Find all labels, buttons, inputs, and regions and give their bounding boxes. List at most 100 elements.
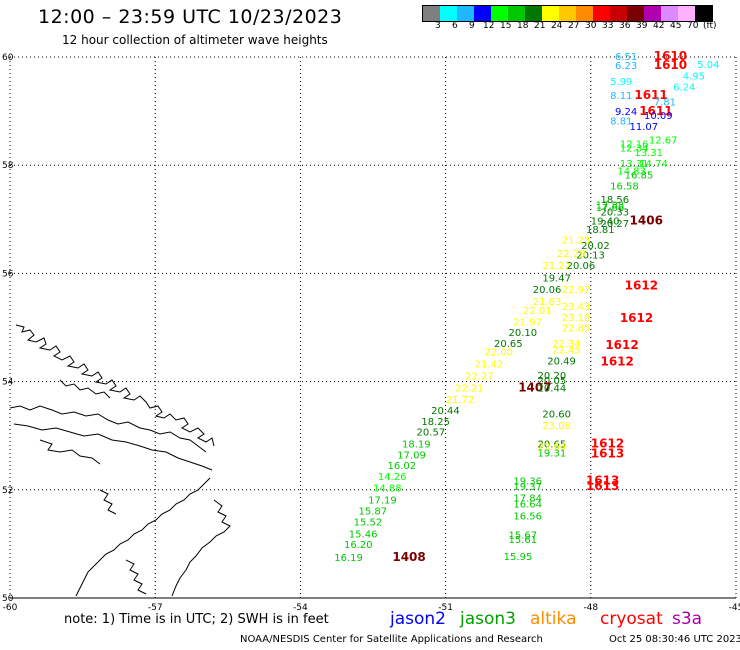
wave-height-label: 20.13 xyxy=(576,250,605,261)
wave-height-label: 4.95 xyxy=(683,72,705,83)
color-scale-label: 27 xyxy=(568,21,580,31)
wave-height-label: 20.57 xyxy=(417,428,446,439)
wave-height-label: 16.56 xyxy=(513,512,542,523)
wave-height-label: 19.31 xyxy=(538,448,567,459)
coast-detail-d xyxy=(99,489,117,515)
wave-height-label: 19.47 xyxy=(542,274,571,285)
wave-height-label: 17.19 xyxy=(368,495,397,506)
pass-time-label: 1610 xyxy=(654,49,687,63)
wave-height-label: 20.20 xyxy=(538,371,567,382)
color-scale-label: (ft) xyxy=(703,21,717,31)
wave-height-label: 22.01 xyxy=(523,306,552,317)
newfoundland-north xyxy=(171,499,231,597)
wave-height-label: 20.65 xyxy=(538,440,567,451)
pass-time-label: 1612 xyxy=(620,311,653,325)
wave-height-label: 19.36 xyxy=(513,476,542,487)
wave-height-label: 23.08 xyxy=(542,421,571,432)
pass-time-label: 1612 xyxy=(591,437,624,451)
map-title: 12:00 – 23:59 UTC 10/23/2023 xyxy=(38,6,343,28)
lat-tick-label: 52 xyxy=(2,486,13,496)
wave-height-label: 17.88 xyxy=(596,200,625,211)
color-scale-bar xyxy=(422,5,713,22)
labrador-coast xyxy=(15,324,215,447)
pass-time-label: 1610 xyxy=(654,58,687,72)
coastline xyxy=(9,324,231,597)
wave-height-label: 21.83 xyxy=(533,297,562,308)
pass-time-label: 1611 xyxy=(639,104,672,118)
wave-height-label: 23.43 xyxy=(562,302,591,313)
footer-credit: NOAA/NESDIS Center for Satellite Applica… xyxy=(240,634,543,645)
wave-height-label: 16.64 xyxy=(513,500,542,511)
wave-height-label: 20.27 xyxy=(600,219,629,230)
wave-height-label: 12.34 xyxy=(620,144,649,155)
color-scale-label: 33 xyxy=(602,21,614,31)
wave-height-label: 16.19 xyxy=(334,553,363,564)
units-note: note: 1) Time is in UTC; 2) SWH is in fe… xyxy=(64,612,329,627)
wave-height-label: 16.85 xyxy=(625,171,654,182)
color-swatch xyxy=(474,6,491,21)
color-swatch xyxy=(576,6,593,21)
footer-timestamp: Oct 25 08:30:46 UTC 2023 xyxy=(609,634,740,645)
color-scale-label: 39 xyxy=(636,21,648,31)
wave-height-label: 20.44 xyxy=(431,406,460,417)
color-scale-label: 18 xyxy=(517,21,529,31)
color-scale-label: 6 xyxy=(452,21,458,31)
wave-height-label: 15.46 xyxy=(349,529,378,540)
map-axes: 60 58 56 54 52 50-60 -57 -54 -51 -48 -45 xyxy=(2,53,740,613)
color-scale-label: 45 xyxy=(670,21,682,31)
wave-height-label: 21.97 xyxy=(513,317,542,328)
wave-height-label: 20.49 xyxy=(547,356,576,367)
wave-height-label: 22.85 xyxy=(562,323,591,334)
color-scale-label: 9 xyxy=(469,21,475,31)
wave-height-label: 22.97 xyxy=(562,285,591,296)
color-scale-label: 15 xyxy=(500,21,512,31)
color-swatch xyxy=(695,6,712,21)
color-scale-label: 21 xyxy=(534,21,546,31)
wave-height-label: 14.88 xyxy=(373,483,402,494)
color-swatch xyxy=(457,6,474,21)
color-swatch xyxy=(525,6,542,21)
wave-height-label: 16.58 xyxy=(610,182,639,193)
labrador-shelf-line xyxy=(13,423,213,471)
wave-height-label: 19.40 xyxy=(591,217,620,228)
wave-height-label: 8.81 xyxy=(610,117,632,128)
lon-tick-label: -57 xyxy=(148,603,163,613)
wave-height-label: 20.65 xyxy=(494,339,523,350)
wave-height-label: 15.87 xyxy=(358,507,387,518)
pass-time-label: 1612 xyxy=(625,279,658,293)
pass-time-label: 1613 xyxy=(586,479,619,493)
pass-time-label: 1612 xyxy=(600,354,633,368)
wave-height-label: 18.81 xyxy=(586,225,615,236)
wave-height-label: 15.52 xyxy=(354,518,383,529)
color-scale-label: 42 xyxy=(653,21,665,31)
wave-height-label: 6.24 xyxy=(673,83,695,94)
lon-tick-label: -48 xyxy=(583,603,598,613)
color-swatch xyxy=(423,6,440,21)
wave-height-label: 20.05 xyxy=(538,376,567,387)
wave-height-label: 19.37 xyxy=(513,482,542,493)
wave-height-label: 15.95 xyxy=(504,552,533,563)
coast-detail-c xyxy=(59,379,111,399)
wave-height-label: 13.31 xyxy=(620,159,649,170)
newfoundland-coast xyxy=(75,477,211,597)
wave-height-label: 18.25 xyxy=(421,417,450,428)
wave-height-label: 20.06 xyxy=(567,261,596,272)
pass-time-label: 1408 xyxy=(392,550,425,564)
lat-tick-label: 54 xyxy=(2,378,14,388)
color-swatch xyxy=(491,6,508,21)
wave-height-label: 5.99 xyxy=(610,77,632,88)
wave-height-label: 15.61 xyxy=(509,535,538,546)
legend-altika: altika xyxy=(530,609,577,629)
wave-height-label: 13.31 xyxy=(634,148,663,159)
wave-height-label: 22.64 xyxy=(538,442,567,453)
wave-height-label: 18.56 xyxy=(600,195,629,206)
color-swatch xyxy=(440,6,457,21)
pass-time-label: 1612 xyxy=(605,338,638,352)
coast-detail-a xyxy=(125,559,147,595)
wave-height-label: 5.04 xyxy=(697,60,719,71)
legend-jason2: jason2 xyxy=(390,609,446,629)
wave-height-label: 17.84 xyxy=(513,494,542,505)
wave-height-label: 16.20 xyxy=(344,540,373,551)
color-swatch xyxy=(542,6,559,21)
